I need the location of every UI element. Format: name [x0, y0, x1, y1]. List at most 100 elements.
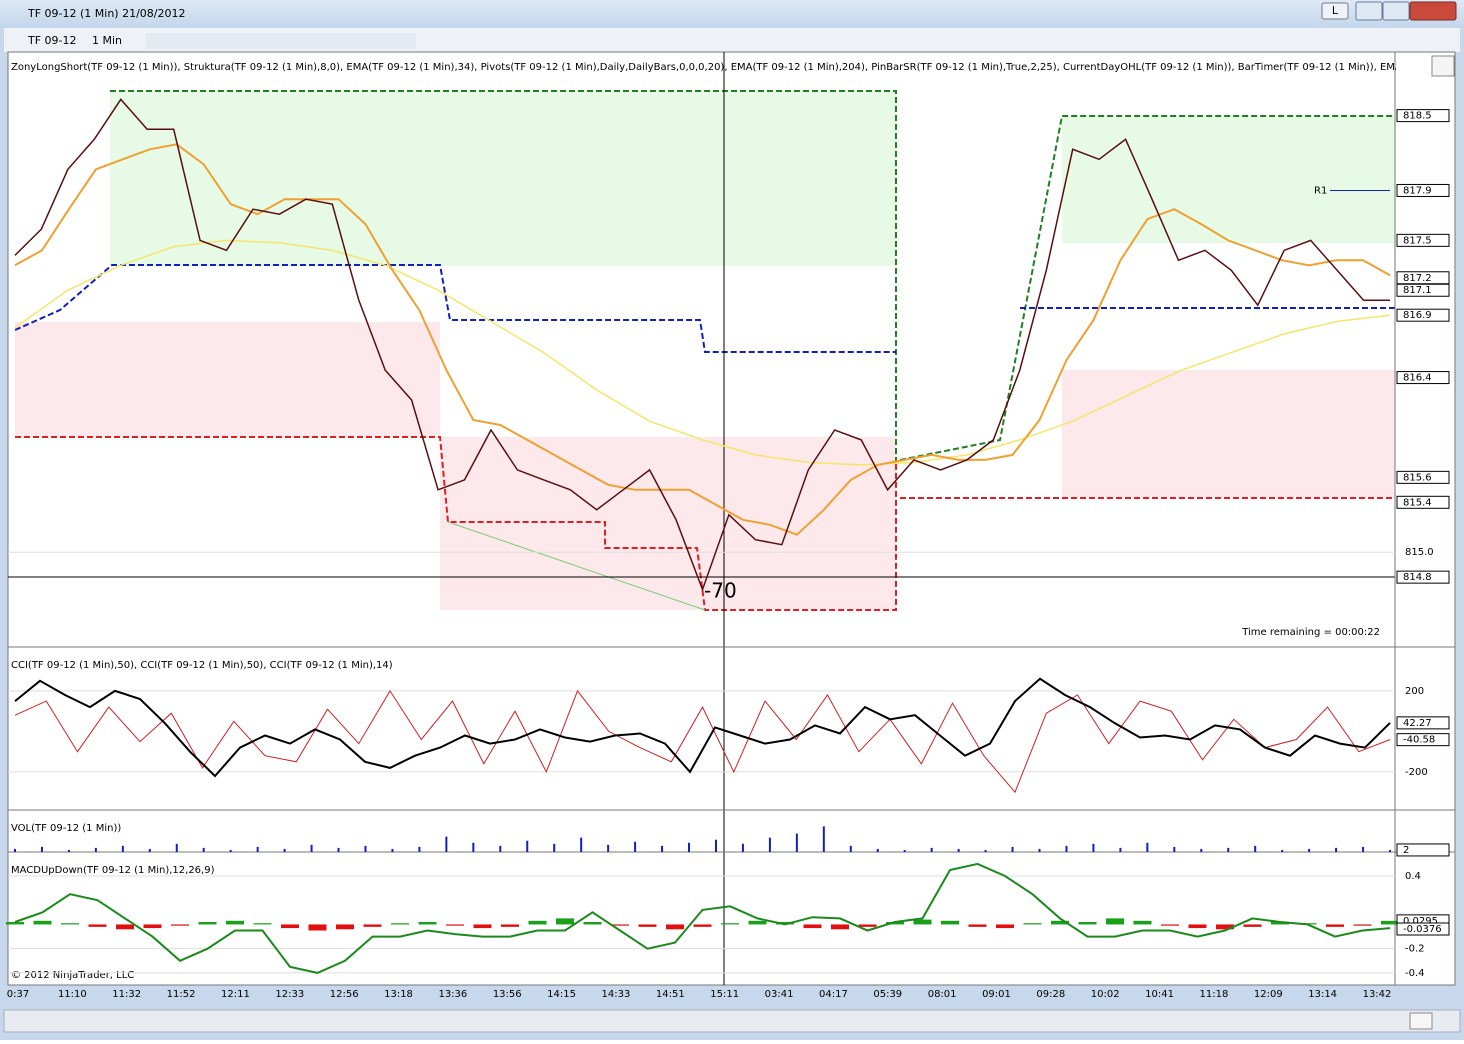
l-button[interactable] — [1321, 2, 1349, 20]
volume-bar — [553, 843, 556, 852]
x-tick-label: 14:51 — [656, 989, 685, 1000]
volume-bar — [1173, 846, 1176, 852]
x-tick-label: 10:02 — [1091, 989, 1120, 1000]
volume-bar — [175, 843, 178, 852]
cci-marker: 42.27 — [1403, 718, 1432, 729]
volume-bar — [472, 842, 475, 852]
volume-bar — [984, 849, 987, 852]
pivot-label: R1 — [1314, 185, 1327, 196]
volume-bar — [445, 836, 448, 852]
volume-bar — [714, 839, 717, 852]
close[interactable] — [1409, 1, 1457, 21]
x-tick-label: 0:37 — [7, 989, 29, 1000]
histogram-bar — [1271, 922, 1289, 925]
x-tick-label: 12:09 — [1254, 989, 1283, 1000]
volume-bar — [822, 826, 825, 852]
price-marker-box — [1396, 308, 1450, 322]
volume-bar — [1092, 843, 1095, 852]
volume-bar — [661, 845, 664, 852]
series-line — [14, 239, 1391, 466]
x-tick-label: 13:42 — [1363, 989, 1392, 1000]
vol-marker-box — [1396, 843, 1450, 857]
price-marker-box — [1396, 183, 1450, 197]
minimize[interactable] — [1355, 1, 1383, 21]
histogram-bar — [886, 922, 904, 925]
cci-marker: -40.58 — [1403, 735, 1435, 746]
toolbar-icons[interactable] — [146, 33, 416, 49]
series-line — [14, 862, 1391, 974]
volume-bar — [876, 848, 879, 852]
price-marker: 814.8 — [1403, 572, 1432, 583]
histogram-bar — [6, 922, 24, 925]
volume-bar — [499, 845, 502, 852]
l-button-label[interactable]: L — [1332, 4, 1339, 17]
volume-bar — [229, 849, 232, 852]
histogram-bar — [666, 924, 684, 930]
macd-marker: 0.0295 — [1403, 916, 1438, 927]
histogram-bar — [418, 922, 437, 925]
series-line — [14, 143, 1391, 536]
price-marker: 816.4 — [1403, 373, 1432, 384]
histogram-bar — [116, 924, 134, 930]
price-header: ZonyLongShort(TF 09-12 (1 Min)), Struktu… — [11, 62, 1402, 73]
vol-header: VOL(TF 09-12 (1 Min)) — [11, 823, 121, 834]
price-marker-box — [1396, 495, 1450, 509]
volume-bar — [1389, 849, 1391, 852]
volume-bar — [526, 840, 529, 852]
x-tick-label: 11:10 — [58, 989, 87, 1000]
maximize[interactable] — [1382, 1, 1410, 21]
x-tick-label: 09:28 — [1036, 989, 1065, 1000]
volume-bar — [1200, 848, 1203, 852]
cci-header: CCI(TF 09-12 (1 Min),50), CCI(TF 09-12 (… — [11, 660, 393, 671]
volume-bar — [741, 843, 744, 852]
volume-bar — [40, 846, 43, 852]
histogram-bar — [1106, 918, 1124, 925]
histogram-bar — [1216, 924, 1234, 930]
volume-bar — [1227, 847, 1230, 852]
bar-timer: Time remaining = 00:00:22 — [1241, 627, 1380, 638]
volume-bar — [1119, 847, 1122, 852]
histogram-bar — [556, 918, 574, 925]
price-marker-box — [1396, 470, 1450, 484]
x-tick-label: 13:18 — [384, 989, 413, 1000]
x-tick-label: 13:56 — [493, 989, 522, 1000]
volume-bar — [768, 837, 771, 852]
volume-bar — [1281, 849, 1284, 852]
x-tick-label: 10:41 — [1145, 989, 1174, 1000]
histogram-bar — [528, 920, 547, 925]
histogram-bar — [1023, 923, 1042, 925]
cci-marker-box — [1396, 733, 1450, 747]
dropdown[interactable] — [1431, 55, 1455, 77]
y-tick-label: 0.4 — [1405, 871, 1421, 882]
x-tick-label: 12:11 — [221, 989, 250, 1000]
series-line — [14, 689, 1391, 794]
scrollbar[interactable] — [3, 1009, 1461, 1033]
price-marker: 815.6 — [1403, 472, 1432, 483]
title-bar — [0, 0, 1464, 28]
scroll-thumb[interactable] — [1409, 1012, 1433, 1030]
histogram-bar — [171, 924, 189, 926]
volume-bar — [1038, 848, 1041, 852]
volume-bar — [148, 848, 151, 852]
volume-bar — [256, 846, 259, 852]
histogram-bar — [61, 923, 79, 925]
histogram-bar — [913, 919, 932, 925]
x-tick-label: 14:33 — [602, 989, 631, 1000]
histogram-bar — [336, 924, 354, 930]
histogram-bar — [1051, 920, 1069, 925]
price-marker: 817.9 — [1403, 185, 1432, 196]
y-tick-label: -0.4 — [1405, 968, 1425, 979]
price-marker: 818.5 — [1403, 111, 1432, 122]
volume-bar — [283, 848, 286, 852]
histogram-bar — [391, 923, 409, 925]
interval-selector[interactable]: 1 Min — [92, 34, 122, 47]
x-tick-label: 13:14 — [1308, 989, 1337, 1000]
volume-bar — [202, 847, 205, 852]
histogram-bar — [33, 920, 52, 925]
y-tick-label: -0.2 — [1405, 944, 1425, 955]
histogram-bar — [253, 923, 272, 925]
histogram-bar — [1161, 924, 1179, 926]
instrument-selector[interactable]: TF 09-12 — [27, 34, 77, 47]
x-tick-label: 13:36 — [438, 989, 467, 1000]
volume-bar — [310, 844, 313, 852]
